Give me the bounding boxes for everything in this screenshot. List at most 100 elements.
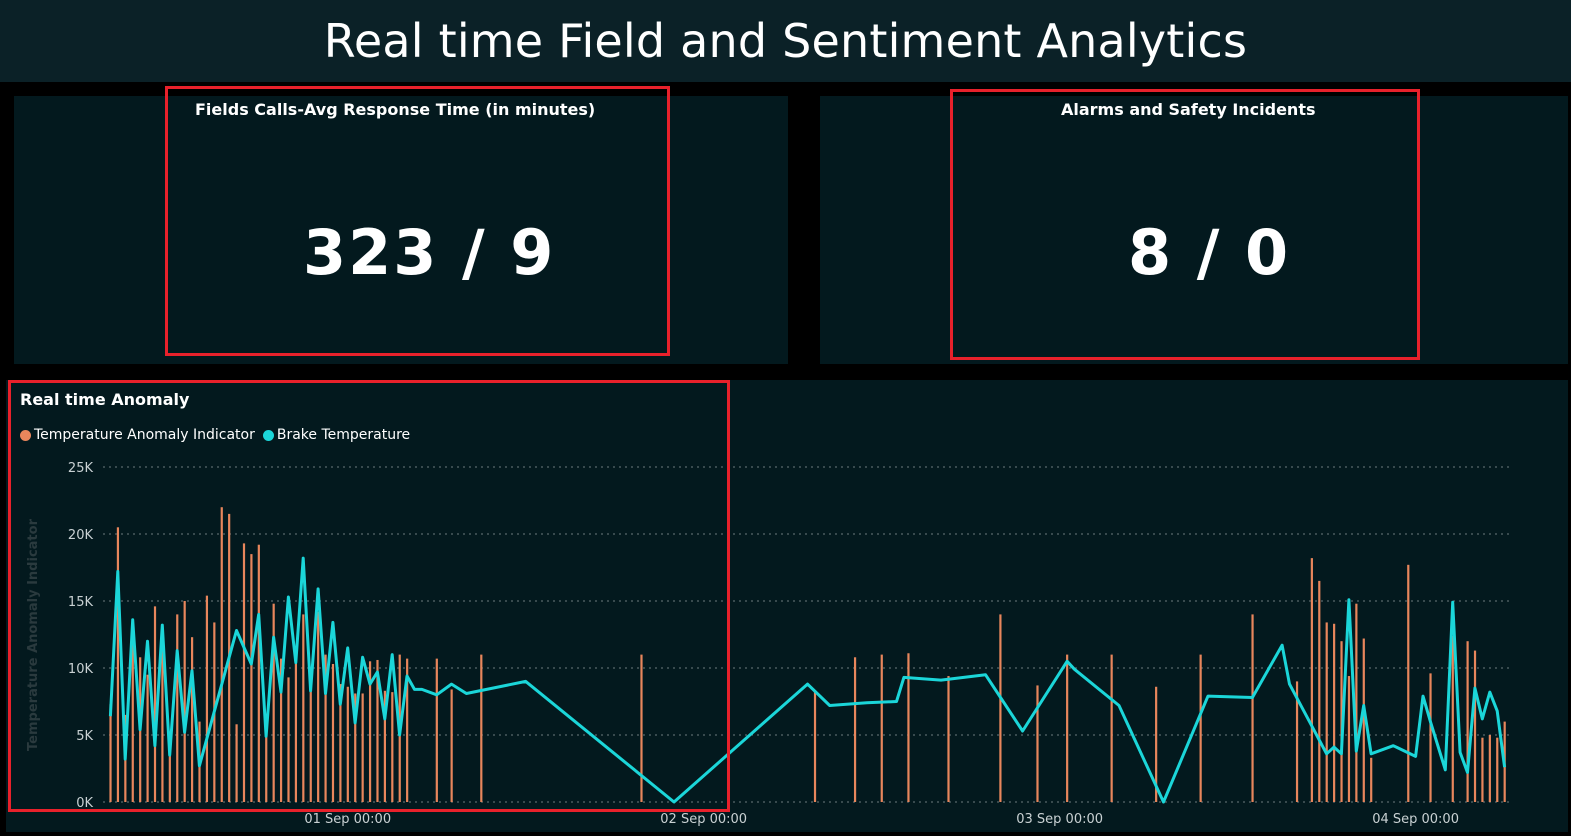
anomaly-bar (1451, 635, 1454, 802)
anomaly-bar (361, 693, 364, 802)
y-tick-label: 15K (68, 595, 94, 610)
legend-item-brake[interactable]: Brake Temperature (262, 427, 411, 443)
anomaly-bar (1496, 737, 1499, 802)
anomaly-bar (1318, 580, 1321, 802)
anomaly-bar (391, 692, 394, 802)
anomaly-bar (272, 603, 275, 802)
y-tick-label: 25K (68, 461, 94, 476)
anomaly-bar (640, 654, 643, 802)
y-tick-label: 10K (68, 662, 94, 677)
anomaly-bar (1155, 686, 1158, 802)
legend-dot-anomaly (20, 429, 31, 441)
anomaly-bar (1036, 685, 1039, 802)
kpi-value-alarms: 8 / 0 (1128, 216, 1291, 289)
anomaly-bar (1355, 603, 1358, 802)
anomaly-bar (1110, 654, 1113, 802)
anomaly-bar (907, 653, 910, 802)
anomaly-bar (331, 663, 335, 802)
anomaly-bar (153, 606, 157, 802)
anomaly-bar (1199, 654, 1202, 802)
anomaly-bar (1362, 638, 1365, 802)
anomaly-bar (183, 601, 186, 802)
anomaly-bar (339, 684, 342, 802)
x-axis-ticks: 01 Sep 00:00 02 Sep 00:00 03 Sep 00:00 04 S… (304, 812, 1459, 827)
anomaly-bar (1066, 654, 1069, 802)
anomaly-bar (109, 704, 112, 802)
anomaly-bar (880, 654, 883, 802)
anomaly-bar (450, 689, 453, 802)
anomaly-bar (813, 690, 817, 802)
anomaly-bar (1481, 737, 1484, 802)
anomaly-bar (294, 654, 298, 802)
anomaly-bar (1333, 623, 1336, 802)
kpi-value-response-time: 323 / 9 (303, 216, 556, 289)
anomaly-bar (1310, 558, 1313, 802)
kpi-card-response-time[interactable] (14, 96, 788, 364)
anomaly-bar (999, 614, 1002, 802)
anomaly-bar (346, 686, 349, 802)
anomaly-bar (947, 676, 950, 802)
x-tick-label: 04 Sep 00:00 (1372, 812, 1459, 827)
chart-title: Real time Anomaly (20, 390, 190, 409)
anomaly-bar (1370, 757, 1373, 802)
kpi-card-alarms[interactable] (820, 96, 1568, 364)
anomaly-bar (853, 657, 857, 802)
y-tick-label: 5K (76, 729, 93, 744)
anomaly-bar (1295, 681, 1299, 802)
anomaly-bar (435, 658, 438, 802)
dashboard-title: Real time Field and Sentiment Analytics (323, 14, 1248, 68)
anomaly-bar (176, 614, 179, 802)
x-tick-label: 02 Sep 00:00 (660, 812, 747, 827)
anomaly-bar (257, 544, 260, 802)
anomaly-bar (265, 721, 268, 802)
legend-label-anomaly: Temperature Anomaly Indicator (34, 427, 255, 443)
legend-label-brake: Brake Temperature (276, 427, 411, 443)
anomaly-bar (480, 654, 483, 802)
y-axis-label: Temperature Anomaly Indicator (26, 518, 41, 751)
anomaly-bar (1473, 650, 1477, 802)
anomaly-bar (116, 527, 120, 802)
kpi-title-alarms: Alarms and Safety Incidents (1061, 100, 1316, 119)
anomaly-bar (324, 654, 327, 802)
legend-dot-brake (262, 429, 274, 441)
kpi-title-response-time: Fields Calls-Avg Response Time (in minut… (195, 100, 596, 119)
anomaly-bar (1488, 735, 1491, 802)
anomaly-bar (168, 751, 171, 802)
y-tick-label: 0K (76, 796, 93, 811)
brake-temperature-line (108, 556, 1507, 804)
anomaly-bar (250, 554, 253, 802)
anomaly-bar (1429, 673, 1432, 802)
anomaly-bar (302, 614, 305, 802)
anomaly-bar (1325, 622, 1328, 802)
anomaly-bar (146, 674, 149, 802)
anomaly-bar (376, 659, 379, 802)
anomaly-bar (220, 507, 223, 802)
dashboard-title-bar: Real time Field and Sentiment Analytics (0, 0, 1571, 82)
anomaly-bar (1251, 614, 1254, 802)
y-tick-label: 20K (68, 528, 94, 543)
anomaly-bar (317, 611, 320, 802)
brake-temperature-series (108, 556, 1507, 804)
anomaly-bar (131, 623, 134, 802)
x-tick-label: 03 Sep 00:00 (1016, 812, 1103, 827)
anomaly-bar (235, 724, 238, 802)
anomaly-bar (190, 637, 194, 802)
anomaly-bar (279, 658, 283, 802)
anomaly-bar (383, 690, 386, 802)
chart-legend: Temperature Anomaly Indicator Brake Temp… (20, 427, 410, 443)
anomaly-bar (1407, 564, 1410, 802)
y-axis-ticks: 0K 5K 10K 15K 20K 25K (68, 461, 94, 811)
legend-item-anomaly[interactable]: Temperature Anomaly Indicator (20, 427, 255, 443)
anomaly-bar (242, 543, 246, 802)
anomaly-bars (109, 507, 1506, 802)
anomaly-bar (205, 595, 209, 802)
anomaly-bar (368, 661, 372, 802)
anomaly-bar (161, 631, 164, 802)
anomaly-bar (287, 677, 290, 802)
anomaly-bar (354, 693, 357, 802)
anomaly-bar (406, 658, 409, 802)
anomaly-bar (1347, 676, 1351, 802)
x-tick-label: 01 Sep 00:00 (304, 812, 391, 827)
anomaly-bar (309, 669, 312, 802)
